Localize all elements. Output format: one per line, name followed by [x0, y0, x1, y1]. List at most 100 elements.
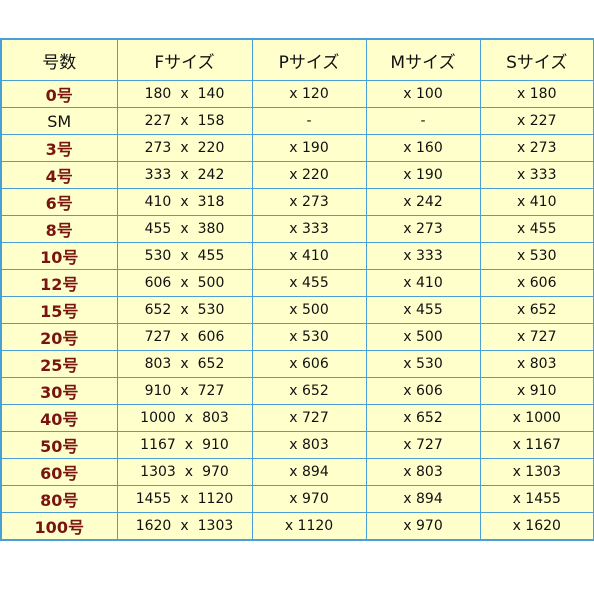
size-label-cell: SM [0, 107, 118, 135]
header-size-number: 号数 [0, 38, 118, 81]
table-row: 10号 530 x 455 x 410 x 333 x 530 [0, 242, 594, 270]
f-width-value: 1303 [140, 464, 176, 480]
table-row: 12号 606 x 500 x 455 x 410 x 606 [0, 269, 594, 297]
f-height-value: 1303 [197, 518, 234, 534]
size-label-cell: 30号 [0, 377, 118, 405]
size-label-cell: 20号 [0, 323, 118, 351]
f-size-cell: 1620 x 1303 [116, 512, 253, 541]
m-size-cell: x 273 [365, 215, 481, 243]
f-height-value: 803 [202, 410, 229, 426]
s-size-cell: x 910 [479, 377, 594, 405]
s-size-cell: x 1167 [479, 431, 594, 459]
p-size-cell: x 120 [251, 80, 367, 108]
p-size-cell: x 333 [251, 215, 367, 243]
f-width-value: 180 [144, 86, 172, 102]
s-size-cell: x 273 [479, 134, 594, 162]
f-width-value: 455 [144, 221, 172, 237]
p-size-cell: - [251, 107, 367, 135]
p-size-cell: x 455 [251, 269, 367, 297]
s-size-cell: x 606 [479, 269, 594, 297]
f-times-sign: x [180, 140, 189, 156]
s-size-cell: x 1000 [479, 404, 594, 432]
table-row: 8号 455 x 380 x 333 x 273 x 455 [0, 215, 594, 243]
f-times-sign: x [180, 356, 189, 372]
f-width-value: 410 [144, 194, 172, 210]
f-times-sign: x [180, 518, 189, 534]
canvas-size-table: 号数 Fサイズ Pサイズ Mサイズ Sサイズ 0号 180 x 140 x 120 x 1… [0, 38, 594, 541]
size-label-cell: 12号 [0, 269, 118, 297]
table-row: 60号 1303 x 970 x 894 x 803 x 1303 [0, 458, 594, 486]
table-row: 20号 727 x 606 x 530 x 500 x 727 [0, 323, 594, 351]
m-size-cell: x 803 [365, 458, 481, 486]
s-size-cell: x 652 [479, 296, 594, 324]
m-size-cell: x 455 [365, 296, 481, 324]
p-size-cell: x 727 [251, 404, 367, 432]
m-size-cell: - [365, 107, 481, 135]
size-label-cell: 3号 [0, 134, 118, 162]
size-label-cell: 25号 [0, 350, 118, 378]
header-f-size: Fサイズ [116, 38, 253, 81]
p-size-cell: x 606 [251, 350, 367, 378]
f-size-cell: 333 x 242 [116, 161, 253, 189]
p-size-cell: x 652 [251, 377, 367, 405]
table-row: 4号 333 x 242 x 220 x 190 x 333 [0, 161, 594, 189]
m-size-cell: x 727 [365, 431, 481, 459]
table-row: 50号 1167 x 910 x 803 x 727 x 1167 [0, 431, 594, 459]
m-size-cell: x 606 [365, 377, 481, 405]
f-times-sign: x [180, 302, 189, 318]
f-size-cell: 910 x 727 [116, 377, 253, 405]
f-width-value: 273 [144, 140, 172, 156]
f-width-value: 1000 [140, 410, 176, 426]
f-size-cell: 530 x 455 [116, 242, 253, 270]
m-size-cell: x 652 [365, 404, 481, 432]
p-size-cell: x 894 [251, 458, 367, 486]
header-s-size: Sサイズ [479, 38, 594, 81]
p-size-cell: x 273 [251, 188, 367, 216]
p-size-cell: x 410 [251, 242, 367, 270]
f-height-value: 530 [197, 302, 225, 318]
f-width-value: 727 [144, 329, 172, 345]
m-size-cell: x 160 [365, 134, 481, 162]
m-size-cell: x 100 [365, 80, 481, 108]
s-size-cell: x 180 [479, 80, 594, 108]
f-width-value: 910 [144, 383, 172, 399]
f-width-value: 1167 [140, 437, 176, 453]
s-size-cell: x 727 [479, 323, 594, 351]
f-times-sign: x [180, 221, 189, 237]
f-width-value: 1455 [135, 491, 172, 507]
f-width-value: 803 [144, 356, 172, 372]
f-height-value: 652 [197, 356, 225, 372]
size-label-cell: 50号 [0, 431, 118, 459]
m-size-cell: x 190 [365, 161, 481, 189]
f-height-value: 380 [197, 221, 225, 237]
p-size-cell: x 530 [251, 323, 367, 351]
f-height-value: 455 [197, 248, 225, 264]
f-times-sign: x [180, 383, 189, 399]
f-size-cell: 227 x 158 [116, 107, 253, 135]
p-size-cell: x 803 [251, 431, 367, 459]
s-size-cell: x 1620 [479, 512, 594, 541]
f-height-value: 727 [197, 383, 225, 399]
f-times-sign: x [184, 437, 194, 453]
table-row: 15号 652 x 530 x 500 x 455 x 652 [0, 296, 594, 324]
f-times-sign: x [180, 86, 189, 102]
f-size-cell: 1167 x 910 [116, 431, 253, 459]
s-size-cell: x 227 [479, 107, 594, 135]
table-row: 100号 1620 x 1303 x 1120 x 970 x 1620 [0, 512, 594, 541]
f-size-cell: 410 x 318 [116, 188, 253, 216]
p-size-cell: x 970 [251, 485, 367, 513]
table-header-row: 号数 Fサイズ Pサイズ Mサイズ Sサイズ [0, 38, 594, 81]
size-label-cell: 0号 [0, 80, 118, 108]
f-times-sign: x [180, 167, 189, 183]
f-width-value: 333 [144, 167, 172, 183]
s-size-cell: x 1455 [479, 485, 594, 513]
f-times-sign: x [180, 194, 189, 210]
table-body: 0号 180 x 140 x 120 x 100 x 180 SM 227 x 158- - x 227… [0, 80, 594, 541]
f-times-sign: x [180, 491, 189, 507]
f-times-sign: x [180, 248, 189, 264]
f-height-value: 1120 [197, 491, 234, 507]
s-size-cell: x 455 [479, 215, 594, 243]
f-height-value: 910 [202, 437, 229, 453]
s-size-cell: x 1303 [479, 458, 594, 486]
f-size-cell: 1000 x 803 [116, 404, 253, 432]
